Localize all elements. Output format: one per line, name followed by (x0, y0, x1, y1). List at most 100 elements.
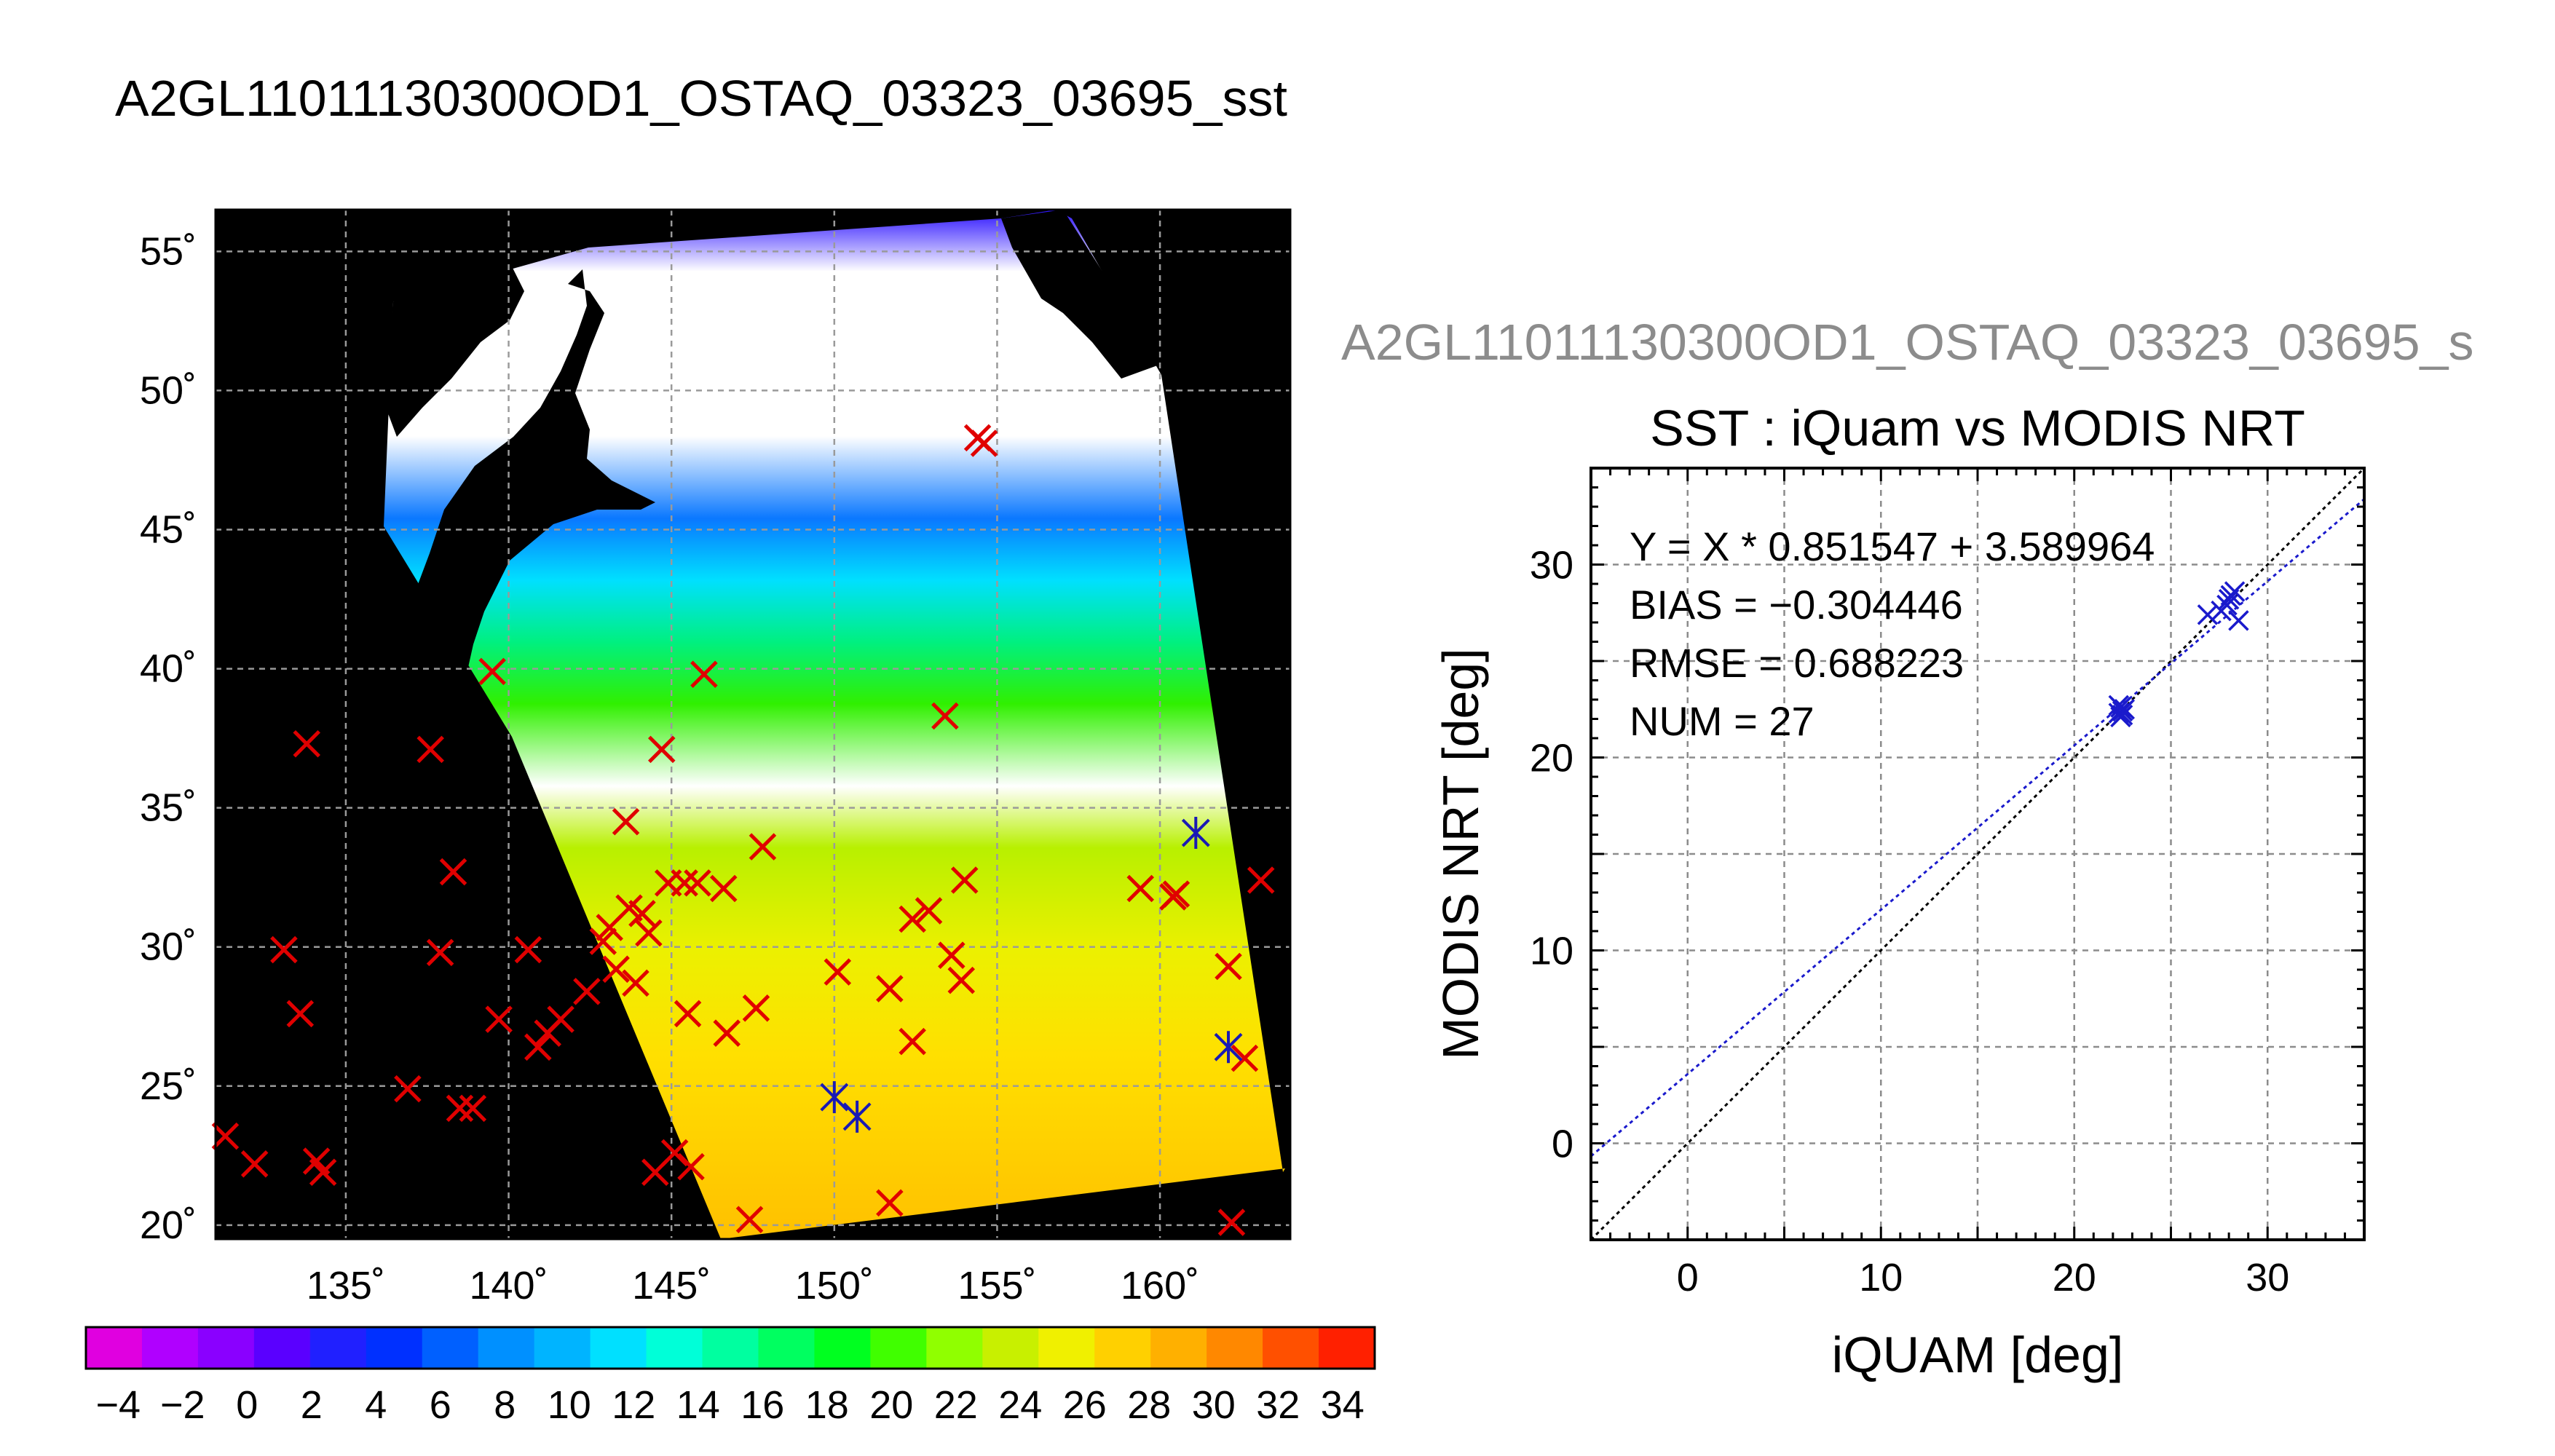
in-situ-point (824, 958, 852, 986)
in-situ-point (1231, 1044, 1259, 1072)
in-situ-point (709, 874, 738, 903)
scatter-y-tick-label: 20 (1530, 737, 1573, 780)
in-situ-point (286, 1000, 315, 1028)
in-situ-point (647, 735, 676, 764)
colorbar-tick-label: 0 (236, 1383, 258, 1427)
colorbar-swatch (197, 1327, 255, 1369)
in-situ-point (309, 1158, 337, 1187)
colorbar-tick-label: 26 (1063, 1383, 1107, 1427)
in-situ-point (547, 1005, 574, 1033)
colorbar-swatch (253, 1327, 311, 1369)
map-y-tick-label: 50˚ (140, 368, 197, 412)
in-situ-point (416, 735, 444, 764)
in-situ-point (970, 430, 998, 457)
colorbar-tick-label: 10 (548, 1383, 591, 1427)
scatter-point (2211, 600, 2232, 622)
colorbar-swatch (309, 1327, 367, 1369)
land-japan (408, 269, 655, 681)
in-situ-point (938, 941, 965, 969)
map-x-tick-label: 155˚ (957, 1264, 1036, 1307)
colorbar-tick-label: −4 (95, 1383, 141, 1427)
scatter-point (2224, 581, 2246, 602)
map-y-tick-label: 25˚ (140, 1064, 197, 1108)
colorbar-tick-label: 18 (805, 1383, 849, 1427)
colorbar-tick-label: 14 (676, 1383, 720, 1427)
scatter-y-tick-label: 30 (1530, 544, 1573, 587)
in-situ-point (293, 729, 321, 758)
land-coast (386, 262, 524, 437)
in-situ-point (931, 702, 959, 730)
in-situ-point (915, 897, 943, 925)
map-y-tick-label: 20˚ (140, 1203, 197, 1247)
matched-point (820, 1081, 849, 1114)
in-situ-point (426, 938, 454, 967)
land-kamchatka (1001, 210, 1161, 379)
colorbar-tick-label: 24 (998, 1383, 1042, 1427)
in-situ-point (742, 994, 770, 1022)
map-frame (214, 208, 1292, 1241)
in-situ-point (677, 1152, 705, 1181)
in-situ-point (684, 869, 711, 897)
map-y-tick-label: 55˚ (140, 229, 197, 273)
colorbar-swatch (1207, 1327, 1263, 1369)
colorbar-swatch (982, 1327, 1039, 1369)
colorbar-swatch (702, 1327, 759, 1369)
scatter-title: SST : iQuam vs MODIS NRT (1650, 400, 2305, 456)
matched-point (1214, 1031, 1243, 1064)
in-situ-point (899, 905, 926, 933)
map-x-tick-label: 135˚ (307, 1264, 385, 1307)
in-situ-point (628, 900, 656, 927)
colorbar-swatch (534, 1327, 591, 1369)
in-situ-point (1217, 1208, 1246, 1236)
map-y-tick-label: 30˚ (140, 925, 197, 969)
colorbar-tick-label: 30 (1192, 1383, 1236, 1427)
in-situ-point (622, 969, 649, 997)
scatter-point (2228, 610, 2249, 631)
colorbar-swatch (758, 1327, 816, 1369)
in-situ-point (240, 1150, 269, 1178)
in-situ-point (446, 1094, 474, 1123)
scatter-x-tick-label: 10 (1859, 1256, 1903, 1299)
colorbar-swatch (1038, 1327, 1095, 1369)
colorbar-swatch (86, 1327, 143, 1369)
in-situ-point (713, 1019, 741, 1047)
scatter-file-title: A2GL11011130300OD1_OSTAQ_03323_03695_s (1341, 314, 2474, 371)
map-x-tick-label: 145˚ (632, 1264, 711, 1307)
scatter-y-tick-label: 0 (1552, 1123, 1573, 1166)
in-situ-point (674, 1000, 702, 1028)
scatter-point (2108, 703, 2130, 724)
map-y-tick-label: 45˚ (140, 507, 197, 551)
colorbar-swatch (646, 1327, 703, 1369)
colorbar-swatch (366, 1327, 423, 1369)
colorbar-swatch (141, 1327, 199, 1369)
colorbar-tick-label: 22 (934, 1383, 978, 1427)
in-situ-point (211, 1122, 240, 1150)
in-situ-point (749, 833, 777, 860)
annotation-equation: Y = X * 0.851547 + 3.589964 (1630, 523, 2155, 569)
map-gridlines (216, 210, 1290, 1239)
in-situ-point (1215, 952, 1242, 981)
colorbar-tick-label: 34 (1321, 1383, 1365, 1427)
in-situ-point (690, 660, 718, 688)
colorbar-tick-label: −2 (160, 1383, 205, 1427)
colorbar-swatch (590, 1327, 647, 1369)
colorbar-tick-label: 28 (1127, 1383, 1171, 1427)
matched-point (1181, 817, 1210, 850)
in-situ-point (1126, 874, 1155, 903)
in-situ-point (950, 866, 979, 894)
x-axis-label: iQUAM [deg] (1832, 1326, 2124, 1383)
map-x-tick-label: 150˚ (795, 1264, 874, 1307)
in-situ-point (671, 869, 698, 897)
map-y-tick-label: 35˚ (140, 786, 197, 830)
colorbar-swatch (1263, 1327, 1319, 1369)
in-situ-point (524, 1033, 552, 1061)
regression-line (1591, 498, 2364, 1158)
in-situ-point (735, 1206, 764, 1234)
map-x-tick-label: 140˚ (469, 1264, 548, 1307)
scatter-x-tick-label: 30 (2246, 1256, 2289, 1299)
colorbar-tick-label: 32 (1256, 1383, 1300, 1427)
map-y-tick-label: 40˚ (140, 647, 197, 691)
colorbar-tick-label: 6 (430, 1383, 451, 1427)
scatter-point (2197, 604, 2219, 625)
